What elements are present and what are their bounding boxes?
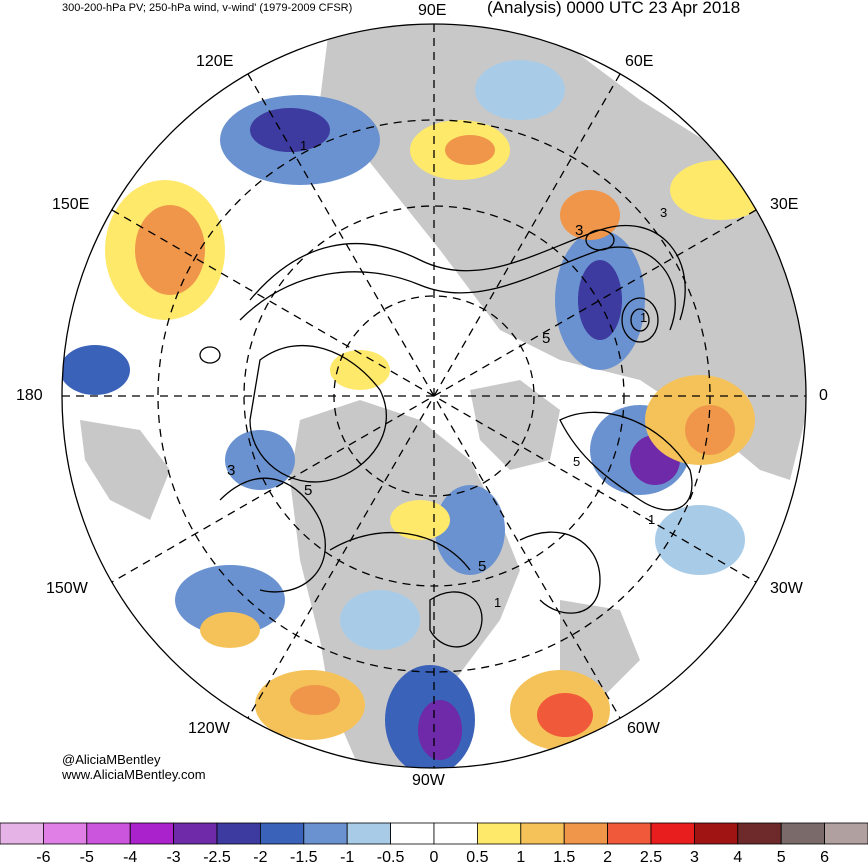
colorbar-tick-label: -2.5 [203,849,231,865]
colorbar-tick-label: 0 [430,849,439,865]
colorbar-tick-label: 4 [733,849,742,865]
colorbar-swatch [563,822,609,845]
colorbar-swatch [520,822,565,845]
colorbar-tick-label: 6 [820,849,829,865]
contour-label: 3 [227,462,236,479]
lon-label-60e: 60E [625,53,654,70]
lon-label-30e: 30E [770,196,799,213]
lon-label-90w: 90W [412,772,445,789]
colorbar-swatch [303,822,348,845]
chart-title: 300-200-hPa PV; 250-hPa wind, v-wind' (1… [62,2,353,14]
colorbar-tick-label: -2 [253,849,267,865]
colorbar-swatch [129,822,174,845]
colorbar-swatch [824,822,868,845]
colorbar-swatch [650,822,695,845]
colorbar-ticks: -6 -5 -4 -3 -2.5 -2 -1.5 -1 -0.5 0 0.5 1 1.5 2 2.5 3 4 5 6 [36,849,829,865]
colorbar-tick-label: 5 [777,849,786,865]
colorbar-tick-label: -4 [123,849,137,865]
lon-label-60w: 60W [627,720,660,737]
colorbar-tick-label: -0.5 [377,849,405,865]
colorbar-tick-label: -5 [80,849,94,865]
lon-label-0: 0 [819,387,828,404]
colorbar: -6 -5 -4 -3 -2.5 -2 -1.5 -1 -0.5 0 0.5 1 1.5 2 2.5 3 4 5 6 [0,822,868,865]
colorbar-tick-label: -1.5 [290,849,318,865]
colorbar-swatch [737,822,782,845]
lon-label-150e: 150E [52,196,90,213]
colorbar-swatch [0,822,44,845]
colorbar-swatch [694,822,739,845]
colorbar-tick-label: 1.5 [553,849,575,865]
colorbar-swatch [43,822,88,845]
credit-handle: @AliciaMBentley [62,752,161,767]
lon-label-120w: 120W [188,720,230,737]
contour-label: 5 [573,454,581,469]
lon-label-30w: 30W [770,580,803,597]
colorbar-swatch [259,822,305,845]
colorbar-tick-label: -1 [340,849,354,865]
analysis-time: (Analysis) 0000 UTC 23 Apr 2018 [487,0,741,17]
contour-label: 5 [304,482,313,499]
contour-label: 1 [648,512,656,527]
colorbar-tick-label: 3 [690,849,699,865]
colorbar-tick-label: 0.5 [466,849,488,865]
colorbar-tick-label: -6 [36,849,50,865]
colorbar-swatch [607,822,652,845]
colorbar-swatch [173,822,218,845]
colorbar-tick-label: 1 [516,849,525,865]
colorbar-swatch [216,822,261,845]
colorbar-swatch [346,822,392,845]
lon-label-90e: 90E [418,2,447,19]
contour-label: 1 [494,595,502,610]
credit-website: www.AliciaMBentley.com [62,767,206,782]
polar-map [61,23,807,769]
contour-label: 1 [640,310,648,325]
contour-label: 3 [575,222,584,239]
contour-label: 5 [542,330,551,347]
lon-label-180: 180 [16,387,43,404]
colorbar-swatch [86,822,131,845]
graticule [61,23,807,769]
colorbar-swatches [0,822,868,845]
colorbar-swatch [390,822,435,845]
colorbar-tick-label: -3 [166,849,180,865]
contour-label: 1 [300,138,308,153]
pv-contours [199,224,693,648]
colorbar-tick-label: 2.5 [640,849,662,865]
positive-pv-anomalies [105,120,770,750]
lon-label-150w: 150W [46,580,88,597]
colorbar-swatch [433,822,478,845]
lon-label-120e: 120E [196,53,234,70]
colorbar-tick-label: 2 [603,849,612,865]
contour-label: 3 [660,205,668,220]
colorbar-swatch [476,822,522,845]
colorbar-swatch [780,822,826,845]
contour-label: 5 [478,558,487,575]
